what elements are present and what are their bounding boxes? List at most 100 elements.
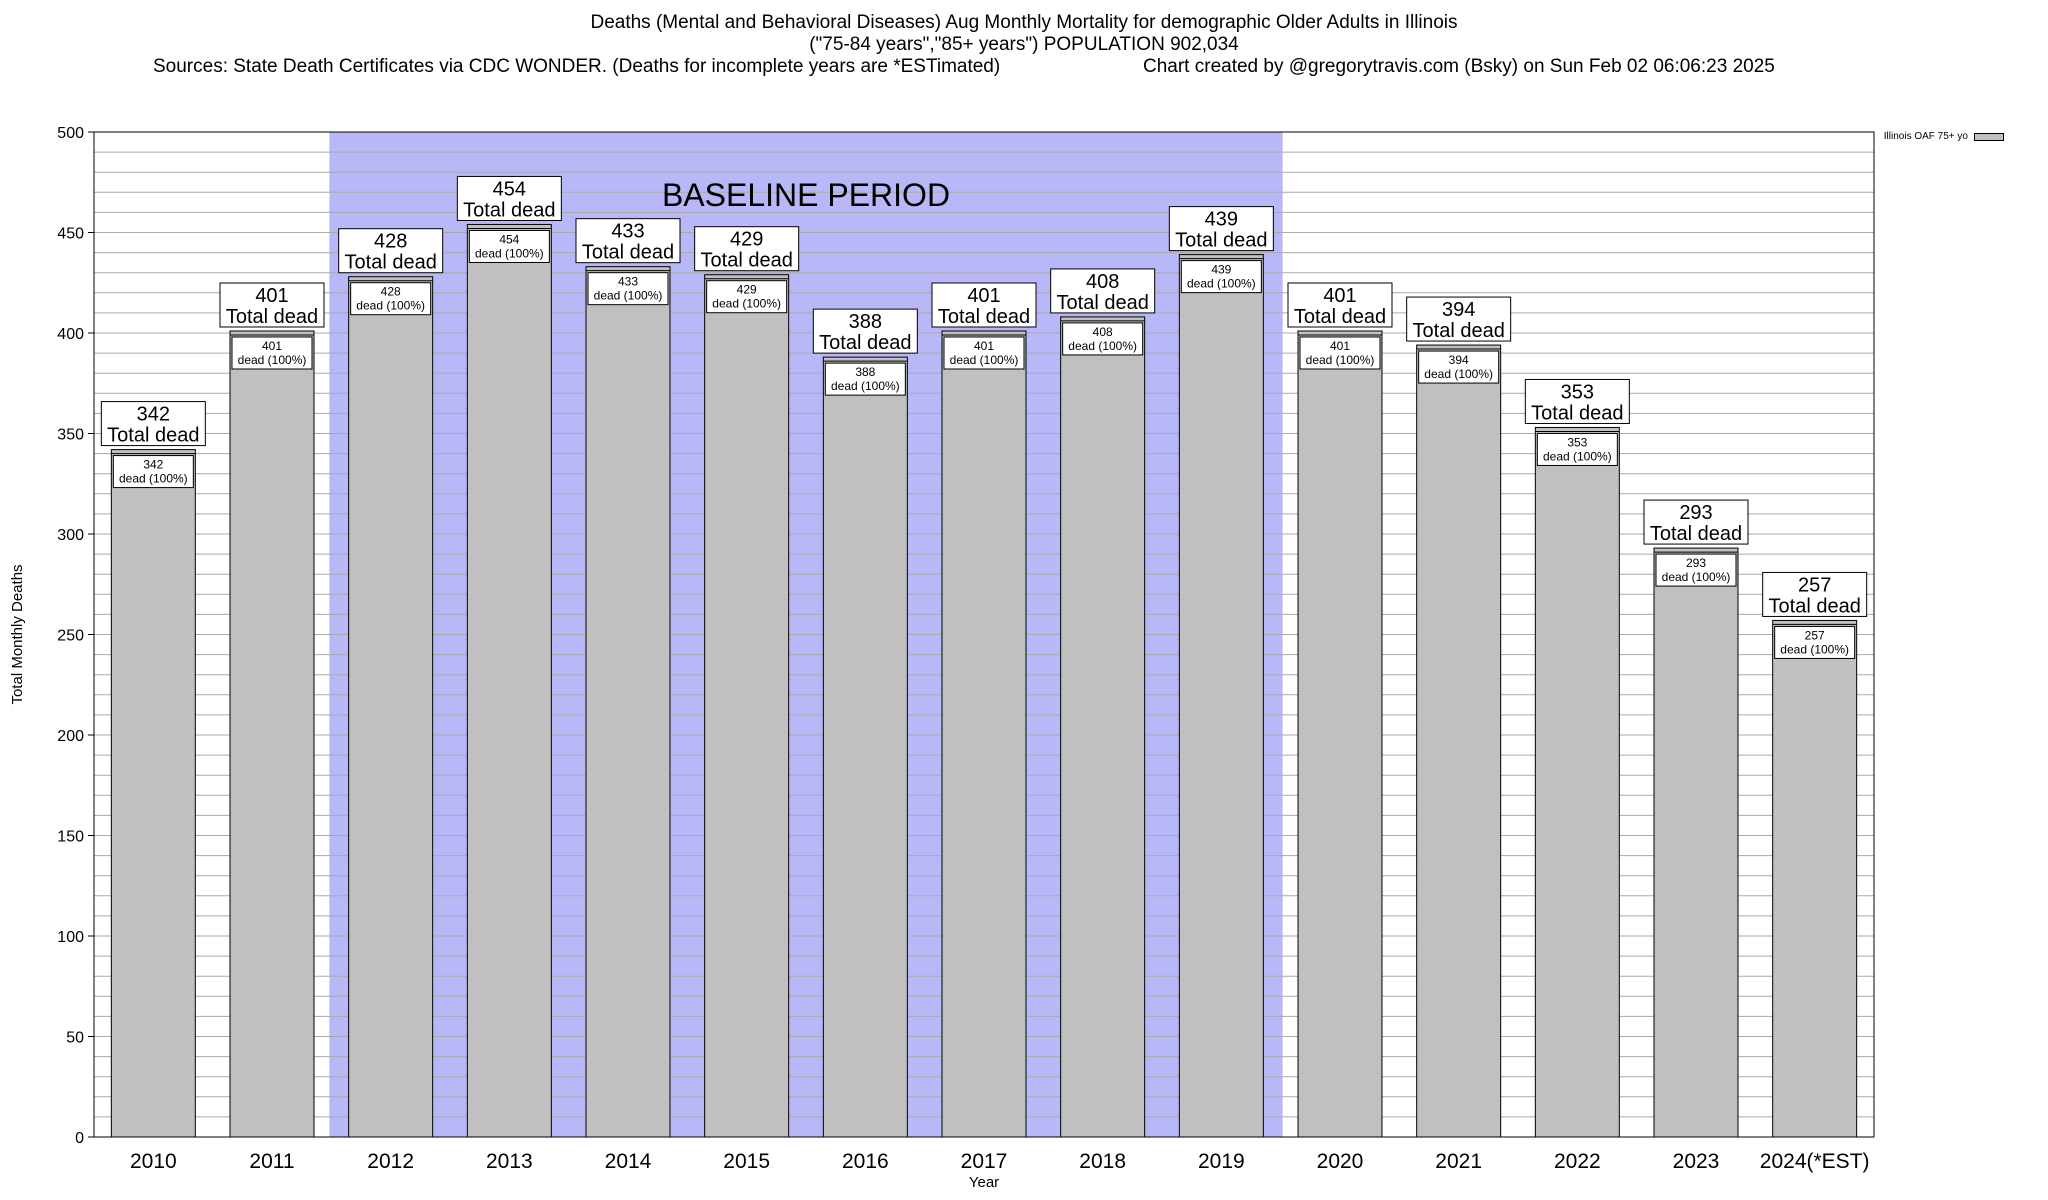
bar-inner-label-box <box>1774 625 1856 659</box>
y-tick-label: 100 <box>57 929 84 946</box>
bar-total-label: Total dead <box>1531 402 1623 424</box>
bar <box>1534 426 1620 1138</box>
bar-inner-label-box <box>587 272 669 306</box>
bar-total-label-box <box>812 308 918 354</box>
bar-total-value: 401 <box>255 285 288 307</box>
x-tick-label: 2012 <box>367 1150 414 1173</box>
bar-inner-label-box <box>706 280 788 314</box>
bar <box>110 449 196 1138</box>
bar <box>1772 619 1858 1138</box>
bar-inner-value: 394 <box>1449 353 1469 367</box>
bar-total-label: Total dead <box>1057 292 1149 314</box>
bar-inner-label: dead (100%) <box>594 289 663 303</box>
x-tick-label: 2016 <box>842 1150 889 1173</box>
x-tick-label: 2017 <box>961 1150 1008 1173</box>
y-tick-label: 500 <box>57 125 84 142</box>
legend-label: Illinois OAF 75+ yo <box>1883 131 1968 142</box>
bar-total-label-box <box>1524 378 1630 424</box>
y-tick-label: 200 <box>57 728 84 745</box>
bar-total-value: 408 <box>1086 271 1119 293</box>
bar <box>1416 344 1502 1138</box>
bar-inner-label-box <box>1418 350 1500 384</box>
chart-legend: Illinois OAF 75+ yo <box>1884 131 2004 142</box>
bar-total-value: 257 <box>1798 574 1831 596</box>
bar <box>1653 547 1739 1138</box>
bar-inner-label: dead (100%) <box>1187 277 1256 291</box>
x-tick-label: 2018 <box>1079 1150 1126 1173</box>
bar-total-value: 353 <box>1561 381 1594 403</box>
bar-inner-value: 401 <box>262 339 282 353</box>
bar-inner-value: 293 <box>1686 556 1706 570</box>
bar-total-value: 293 <box>1679 502 1712 524</box>
bar-inner-value: 429 <box>737 283 757 297</box>
chart-credit: Chart created by @gregorytravis.com (Bsk… <box>1143 56 1775 77</box>
bar-inner-value: 401 <box>974 339 994 353</box>
bar-inner-label: dead (100%) <box>1543 449 1612 463</box>
bar-inner-label: dead (100%) <box>1068 339 1137 353</box>
bar-total-label: Total dead <box>226 306 318 328</box>
bar-inner-label: dead (100%) <box>712 297 781 311</box>
bar-inner-label: dead (100%) <box>475 246 544 260</box>
y-tick-label: 0 <box>75 1130 84 1147</box>
bar-inner-value: 433 <box>618 275 638 289</box>
bar-inner-value: 401 <box>1330 339 1350 353</box>
bar-total-value: 342 <box>137 404 170 426</box>
bar <box>1297 330 1383 1138</box>
bar <box>1178 254 1264 1138</box>
bar-total-value: 401 <box>967 285 1000 307</box>
x-tick-label: 2014 <box>605 1150 652 1173</box>
bar <box>704 274 790 1138</box>
bar-total-value: 454 <box>493 178 526 200</box>
bar <box>941 330 1027 1138</box>
bar-inner-label: dead (100%) <box>238 353 307 367</box>
chart-sources: Sources: State Death Certificates via CD… <box>153 56 1001 77</box>
y-tick-label: 50 <box>66 1030 84 1047</box>
bar-inner-value: 439 <box>1211 263 1231 277</box>
y-axis-label: Total Monthly Deaths <box>9 564 26 704</box>
bar-total-label: Total dead <box>345 252 437 274</box>
y-tick-label: 250 <box>57 628 84 645</box>
bar-total-value: 439 <box>1205 209 1238 231</box>
bar-total-label: Total dead <box>582 242 674 264</box>
bar-inner-label-box <box>943 336 1025 370</box>
bar-total-value: 428 <box>374 231 407 253</box>
legend-swatch <box>1974 132 2004 141</box>
bar-inner-label-box <box>468 229 550 263</box>
bar-total-label-box <box>931 282 1037 328</box>
bar-inner-label-box <box>1299 336 1381 370</box>
bar-total-label-box <box>1287 282 1393 328</box>
x-tick-label: 2019 <box>1198 1150 1245 1173</box>
bar-total-label-box <box>1406 296 1512 342</box>
x-tick-label: 2024(*EST) <box>1760 1150 1870 1173</box>
bar-total-label-box <box>1050 268 1156 314</box>
bar-total-value: 401 <box>1323 285 1356 307</box>
x-tick-label: 2022 <box>1554 1150 1601 1173</box>
bar-total-label: Total dead <box>1413 320 1505 342</box>
chart-subtitle: ("75-84 years","85+ years") POPULATION 9… <box>809 34 1239 55</box>
bar-total-label: Total dead <box>819 332 911 354</box>
bar-inner-label-box <box>112 455 194 489</box>
y-tick-label: 350 <box>57 427 84 444</box>
bar-total-label: Total dead <box>701 250 793 272</box>
y-tick-label: 300 <box>57 527 84 544</box>
bar-inner-label: dead (100%) <box>1780 642 1849 656</box>
bar-total-label-box <box>575 218 681 264</box>
bar-inner-label: dead (100%) <box>831 379 900 393</box>
bar-inner-label: dead (100%) <box>950 353 1019 367</box>
bar-inner-value: 342 <box>143 458 163 472</box>
x-axis-label: Year <box>969 1174 999 1191</box>
bar-inner-label-box <box>1655 553 1737 587</box>
bar-total-label: Total dead <box>1175 230 1267 252</box>
bar-total-value: 429 <box>730 229 763 251</box>
x-tick-label: 2015 <box>723 1150 770 1173</box>
x-tick-label: 2021 <box>1435 1150 1482 1173</box>
bar-inner-value: 408 <box>1093 325 1113 339</box>
bar-inner-label: dead (100%) <box>1424 367 1493 381</box>
y-tick-label: 400 <box>57 326 84 343</box>
bar <box>229 330 315 1138</box>
bar-total-value: 394 <box>1442 299 1475 321</box>
bar-inner-value: 388 <box>855 365 875 379</box>
bar-inner-label: dead (100%) <box>119 472 188 486</box>
x-tick-label: 2020 <box>1317 1150 1364 1173</box>
